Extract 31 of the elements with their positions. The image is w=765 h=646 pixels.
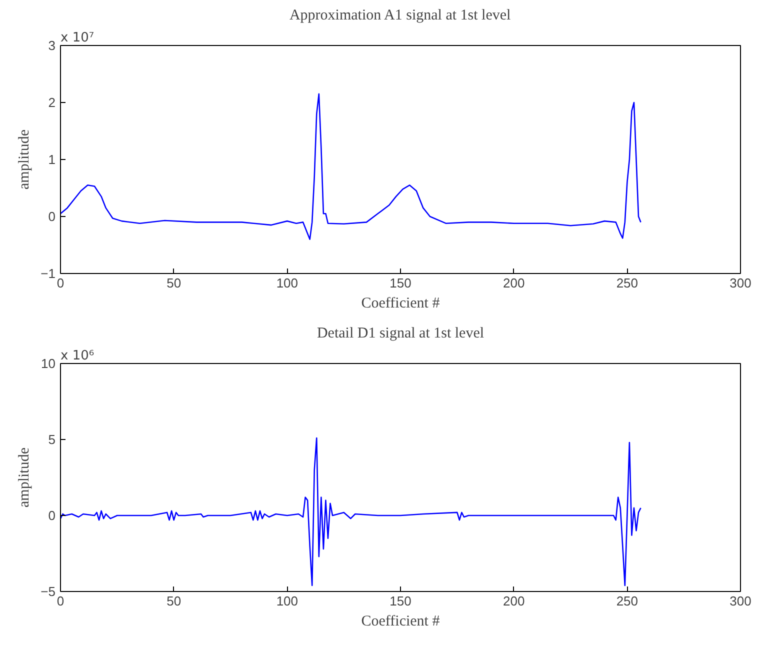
y-tick-label: 1: [48, 152, 56, 167]
x-tick-label: 300: [730, 276, 752, 290]
x-tick-label: 150: [390, 594, 412, 608]
y-tick-label: −1: [40, 266, 56, 281]
line-series: [60, 437, 642, 586]
x-tick-label: 300: [730, 594, 752, 608]
y-tick-label: 5: [48, 432, 56, 447]
y-tick-label: 2: [48, 95, 56, 110]
x-axis-title: Coefficient #: [361, 614, 440, 630]
y-axis-title: amplitude: [16, 447, 33, 508]
x-tick-label: 200: [502, 276, 525, 290]
line-series: [60, 93, 642, 240]
x-tick-label: 100: [276, 276, 298, 290]
x-tick-label: 250: [616, 276, 638, 290]
x-axis-title: Coefficient #: [361, 296, 440, 312]
annotation: x 10⁷: [60, 30, 94, 46]
chart-title: Detail D1 signal at 1st level: [316, 326, 484, 342]
y-tick-label: 0: [48, 209, 56, 224]
x-tick-label: 200: [502, 594, 525, 608]
y-tick-label: −5: [40, 584, 56, 599]
x-tick-label: 50: [166, 594, 182, 608]
x-tick-label: 250: [616, 594, 638, 608]
y-tick-label: 10: [41, 356, 56, 371]
y-tick-label: 0: [48, 508, 56, 523]
x-tick-label: 100: [276, 594, 298, 608]
x-tick-label: 150: [390, 276, 412, 290]
annotation: x 10⁶: [60, 348, 94, 364]
chart-title: Approximation A1 signal at 1st level: [289, 8, 511, 24]
y-axis-title: amplitude: [16, 129, 33, 190]
x-tick-label: 50: [166, 276, 182, 290]
y-tick-label: 3: [48, 38, 56, 53]
